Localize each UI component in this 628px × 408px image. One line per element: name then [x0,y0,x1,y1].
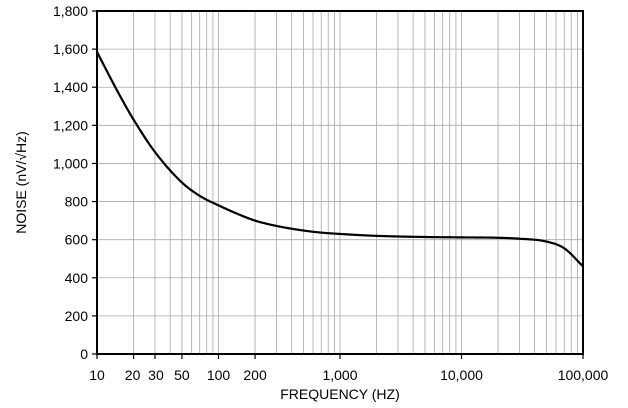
y-tick-label: 0 [80,346,88,362]
noise-curve-group [96,51,584,268]
y-tick-label: 1,000 [53,155,88,171]
x-tick-label: 100,000 [558,367,609,383]
grid-lines [97,11,583,354]
y-tick-label: 400 [65,270,89,286]
tick-marks [92,10,584,359]
y-tick-label: 800 [65,194,89,210]
x-axis-title: FREQUENCY (HZ) [280,386,400,402]
y-tick-label: 1,800 [53,3,88,19]
x-tick-label: 20 [125,367,141,383]
y-tick-label: 1,600 [53,41,88,57]
x-tick-label: 200 [243,367,267,383]
x-tick-label: 50 [174,367,190,383]
y-tick-label: 1,400 [53,79,88,95]
x-tick-label: 100 [207,367,231,383]
x-tick-label: 10 [89,367,105,383]
y-tick-label: 1,200 [53,117,88,133]
x-tick-label: 1,000 [322,367,357,383]
noise-curve [96,51,584,268]
y-tick-label: 600 [65,232,89,248]
y-tick-label: 200 [65,308,89,324]
x-tick-label: 10,000 [440,367,483,383]
y-tick-labels: 0 200 400 600 800 1,000 1,200 1,400 1,600 1,800 [53,3,88,362]
x-tick-label: 30 [148,367,164,383]
y-axis-title: NOISE (nV/√Hz) [13,131,29,234]
x-tick-labels: 10 20 30 50 100 200 1,000 10,000 100,000 [89,367,608,383]
